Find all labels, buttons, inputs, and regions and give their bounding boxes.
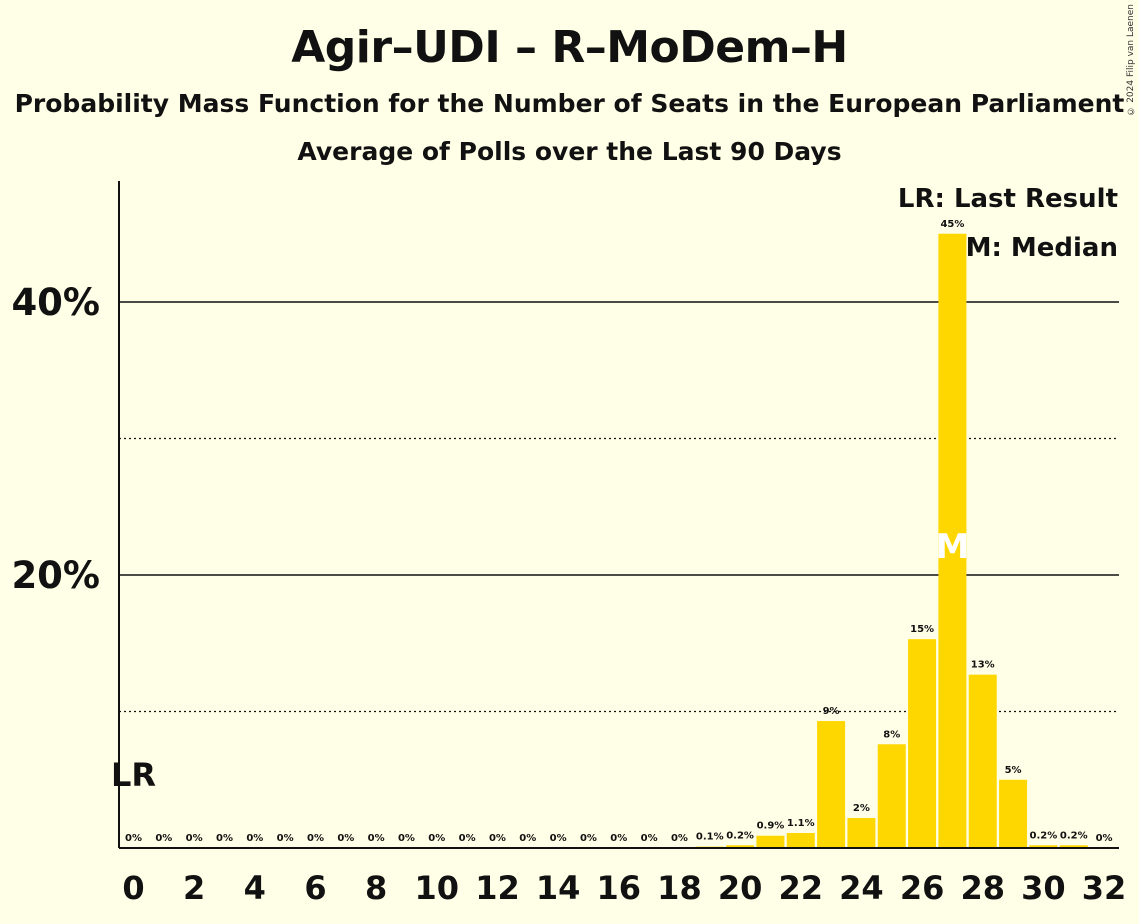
bar-seat-20 — [726, 845, 755, 848]
bar-value-label: 0% — [337, 833, 354, 844]
x-tick-label: 22 — [778, 869, 823, 907]
bar-value-label: 0% — [368, 833, 385, 844]
bar-value-label: 0% — [307, 833, 324, 844]
x-tick-label: 6 — [304, 869, 326, 907]
bar-value-label: 0% — [641, 833, 658, 844]
bar-value-label: 45% — [940, 219, 964, 230]
x-tick-label: 32 — [1082, 869, 1127, 907]
bar-value-label: 13% — [971, 660, 995, 671]
bar-value-label: 9% — [823, 706, 840, 717]
bar-value-label: 2% — [853, 803, 870, 814]
bar-seat-29 — [999, 779, 1028, 848]
bar-seat-31 — [1059, 845, 1088, 848]
bar-value-label: 0% — [428, 833, 445, 844]
bar-value-label: 0.1% — [696, 832, 724, 843]
bar-value-label: 0.2% — [726, 830, 754, 841]
bar-value-label: 0% — [671, 833, 688, 844]
bar-seat-30 — [1029, 845, 1058, 848]
x-tick-label: 14 — [536, 869, 581, 907]
bar-value-label: 8% — [883, 729, 900, 740]
bar-value-label: 0% — [216, 833, 233, 844]
x-tick-label: 20 — [718, 869, 763, 907]
x-tick-label: 0 — [122, 869, 144, 907]
bar-value-label: 0% — [1096, 833, 1113, 844]
x-tick-label: 24 — [839, 869, 884, 907]
bar-seat-24 — [847, 817, 876, 848]
x-tick-label: 8 — [365, 869, 387, 907]
bar-value-label: 0% — [398, 833, 415, 844]
bar-seat-26 — [908, 639, 937, 848]
x-tick-label: 10 — [415, 869, 460, 907]
bar-value-label: 0% — [610, 833, 627, 844]
last-result-marker: LR — [111, 756, 156, 794]
x-tick-label: 18 — [657, 869, 702, 907]
legend-median: M: Median — [965, 233, 1118, 263]
bar-seat-27 — [938, 233, 967, 848]
bar-seat-28 — [968, 674, 997, 848]
bar-value-label: 0% — [246, 833, 263, 844]
bar-value-label: 0% — [155, 833, 172, 844]
x-tick-label: 30 — [1021, 869, 1066, 907]
bar-seat-25 — [877, 744, 906, 848]
bar-value-label: 5% — [1005, 765, 1022, 776]
bar-value-label: 0% — [519, 833, 536, 844]
x-tick-label: 16 — [597, 869, 642, 907]
x-tick-label: 4 — [244, 869, 266, 907]
chart-title: Agir–UDI – R–MoDem–H — [291, 22, 848, 73]
bar-value-label: 0% — [186, 833, 203, 844]
median-marker: M — [935, 527, 969, 567]
bar-value-label: 0.2% — [1060, 830, 1088, 841]
x-tick-label: 2 — [183, 869, 205, 907]
bar-value-label: 0.2% — [1030, 830, 1058, 841]
bar-value-label: 0.9% — [757, 821, 785, 832]
x-tick-label: 28 — [960, 869, 1005, 907]
y-tick-label: 20% — [11, 554, 100, 597]
bar-value-label: 1.1% — [787, 818, 815, 829]
chart-subtitle-2: Average of Polls over the Last 90 Days — [297, 137, 842, 166]
bar-value-label: 0% — [489, 833, 506, 844]
bar-seat-22 — [786, 832, 815, 848]
bar-value-label: 0% — [580, 833, 597, 844]
bar-value-label: 0% — [459, 833, 476, 844]
bar-value-label: 0% — [550, 833, 567, 844]
chart-subtitle: Probability Mass Function for the Number… — [14, 89, 1125, 118]
bar-seat-21 — [756, 835, 785, 848]
bar-seat-23 — [817, 721, 846, 848]
bar-value-label: 15% — [910, 624, 934, 635]
x-tick-label: 26 — [900, 869, 945, 907]
legend-last-result: LR: Last Result — [897, 184, 1118, 214]
y-tick-label: 40% — [11, 281, 100, 324]
bar-value-label: 0% — [277, 833, 294, 844]
bar-value-label: 0% — [125, 833, 142, 844]
x-tick-label: 12 — [475, 869, 520, 907]
